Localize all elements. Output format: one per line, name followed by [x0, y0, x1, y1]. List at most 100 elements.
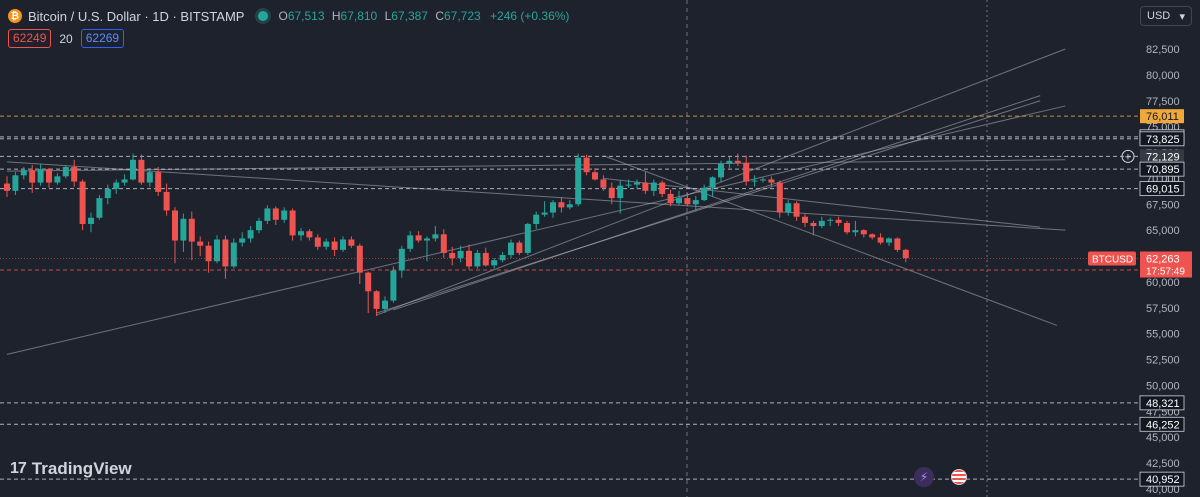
candle-body [793, 203, 800, 217]
candle-body [289, 210, 296, 236]
candle-body [860, 230, 867, 235]
candle-body [356, 245, 363, 273]
candle-body [760, 179, 766, 181]
currency-select[interactable]: USD ▾ [1140, 6, 1192, 26]
candle-body [617, 185, 624, 199]
y-tick-label: 45,000 [1146, 432, 1180, 444]
candle-body [79, 181, 86, 224]
candle-body [71, 167, 78, 182]
y-tick-label: 57,500 [1146, 303, 1180, 315]
open-value: 67,513 [287, 9, 325, 23]
candle-body [230, 242, 237, 267]
candle-body [634, 182, 640, 185]
price-level-label: 73,825 [1146, 134, 1180, 146]
candle-body [415, 235, 422, 241]
candle-body [709, 177, 716, 188]
candle-body [4, 183, 10, 191]
price-level-tag [1139, 161, 1185, 177]
low-value: 67,387 [391, 9, 428, 23]
price-level-tag [1139, 131, 1185, 147]
candle-body [390, 270, 397, 301]
candle-body [281, 210, 288, 220]
countdown-label: 17:57:49 [1146, 267, 1185, 278]
close-value: 67,723 [443, 9, 481, 23]
candle-body [20, 170, 27, 176]
candle-body [650, 182, 657, 191]
lightning-icon[interactable]: ⚡ [914, 467, 934, 487]
currency-value: USD [1147, 10, 1171, 22]
crosshair-price-label: 72,129 [1146, 151, 1180, 163]
candle-body [802, 216, 808, 223]
bitcoin-icon: ₿ [8, 9, 22, 23]
candle-body [138, 159, 145, 183]
plus-icon: + [1125, 151, 1131, 163]
candle-body [398, 248, 405, 271]
candle-body [625, 184, 632, 186]
candle-body [373, 291, 380, 309]
candle-body [558, 202, 565, 208]
candle-body [533, 214, 540, 224]
y-tick-label: 60,000 [1146, 277, 1180, 289]
candle-body [810, 222, 817, 227]
candle-body [541, 212, 548, 215]
candle-body [298, 231, 304, 236]
trade-prices: 62249 20 62269 [8, 29, 125, 48]
candle-body [197, 241, 204, 246]
candle-body [146, 172, 153, 183]
candle-body [382, 300, 388, 309]
trend-line [393, 95, 1041, 311]
y-tick-label: 67,500 [1146, 199, 1180, 211]
candle-body [188, 218, 195, 242]
candle-body [247, 230, 254, 239]
y-tick-label: 55,000 [1146, 329, 1180, 341]
candle-body [852, 230, 859, 233]
spread-value: 20 [59, 31, 73, 46]
y-tick-label: 50,000 [1146, 380, 1180, 392]
candle-body [583, 157, 590, 173]
candle-body [608, 187, 615, 199]
last-price-tag [1140, 251, 1192, 278]
market-status-icon [258, 11, 269, 21]
candle-body [886, 238, 892, 243]
candle-body [575, 157, 582, 205]
buy-price-button[interactable]: 62269 [80, 29, 125, 48]
candle-body [155, 172, 162, 192]
candle-body [676, 198, 682, 204]
y-tick-label: 77,500 [1146, 96, 1180, 108]
candle-body [440, 234, 447, 253]
us-flag-icon[interactable] [947, 467, 971, 487]
candle-body [306, 231, 313, 238]
candle-body [499, 255, 506, 261]
price-level-tag [1140, 109, 1184, 124]
candle-body [869, 234, 876, 238]
candle-body [482, 252, 489, 266]
tradingview-logo[interactable]: 17 TradingView [10, 459, 132, 479]
candle-body [214, 239, 220, 262]
candle-body [659, 182, 666, 194]
trend-line [603, 155, 1058, 326]
candle-body [113, 182, 120, 189]
high-value: 67,810 [340, 9, 378, 23]
logo-text: TradingView [31, 459, 132, 478]
symbol-title[interactable]: Bitcoin / U.S. Dollar · 1D · BITSTAMP [28, 8, 245, 24]
candle-body [12, 175, 19, 191]
candle-body [701, 187, 708, 201]
crosshair-price-tag [1140, 149, 1184, 164]
sell-price-button[interactable]: 62249 [8, 29, 52, 48]
price-level-tag [1139, 471, 1185, 487]
price-level-tag [1139, 416, 1185, 432]
candle-body [508, 242, 514, 256]
low-label: L [384, 9, 392, 23]
candle-body [902, 249, 909, 259]
last-price-label: 62,263 [1146, 254, 1180, 266]
price-level-label: 48,321 [1146, 398, 1180, 410]
y-tick-label: 40,000 [1146, 484, 1180, 496]
candle-body [222, 239, 229, 267]
candle-body [600, 179, 607, 188]
tradingview-logo-icon: 17 [10, 460, 27, 477]
add-alert-icon[interactable] [1121, 149, 1135, 163]
candle-body [491, 260, 498, 266]
candle-body [365, 272, 372, 292]
price-level-tag [1139, 181, 1185, 197]
